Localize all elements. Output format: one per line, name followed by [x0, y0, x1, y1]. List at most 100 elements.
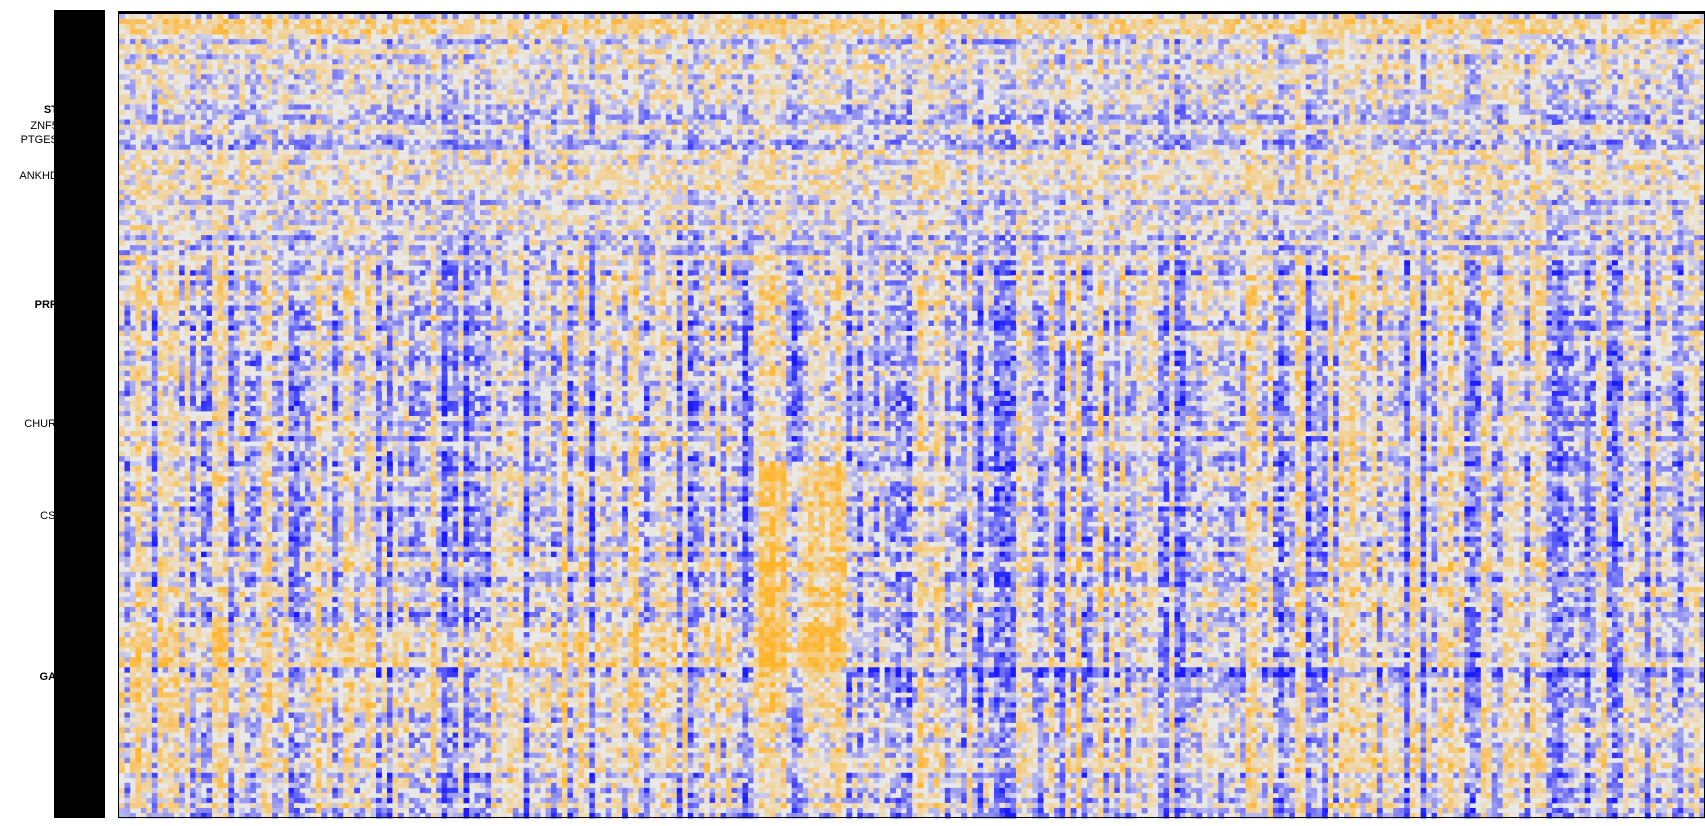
heatmap-cell: [190, 114, 196, 120]
heatmap-cell: [321, 139, 328, 146]
heatmap-cell: [179, 506, 186, 512]
heatmap-cell: [321, 516, 328, 522]
heatmap-cell: [135, 737, 142, 744]
heatmap-cell: [217, 812, 224, 819]
heatmap-cell: [315, 365, 322, 372]
heatmap-cell: [146, 491, 153, 497]
heatmap-cell: [124, 436, 131, 442]
heatmap-cell: [184, 370, 191, 377]
heatmap-cell: [206, 807, 213, 814]
heatmap-cell: [162, 727, 169, 733]
heatmap-cell: [151, 375, 158, 382]
heatmap-cell: [179, 169, 186, 176]
heatmap-cell: [222, 79, 229, 85]
heatmap-cell: [283, 340, 289, 347]
heatmap-cell: [321, 230, 328, 236]
heatmap-cell: [315, 431, 322, 437]
heatmap-cell: [135, 325, 142, 331]
heatmap-cell: [233, 662, 240, 668]
heatmap-cell: [201, 345, 207, 352]
heatmap-cell: [162, 390, 169, 397]
heatmap-cell: [233, 19, 240, 25]
heatmap-cell: [135, 642, 142, 648]
heatmap-cell: [146, 270, 153, 276]
heatmap-cell: [239, 109, 246, 115]
heatmap-cell: [304, 129, 311, 135]
heatmap-cell: [326, 737, 333, 744]
heatmap-cell: [239, 24, 246, 30]
heatmap-cell: [266, 149, 273, 156]
heatmap-cell: [157, 617, 164, 623]
heatmap-cell: [168, 215, 175, 221]
heatmap-cell: [211, 84, 218, 90]
heatmap-cell: [195, 179, 202, 186]
heatmap-cell: [283, 431, 289, 437]
heatmap-cell: [135, 400, 142, 407]
heatmap-cell: [272, 144, 278, 151]
heatmap-cell: [195, 260, 202, 266]
heatmap-cell: [146, 320, 153, 326]
heatmap-cell: [168, 677, 175, 683]
heatmap-cell: [195, 632, 202, 638]
heatmap-cell: [190, 204, 196, 211]
heatmap-cell: [168, 260, 175, 266]
heatmap-cell: [315, 199, 322, 206]
heatmap-cell: [179, 174, 186, 181]
heatmap-cell: [261, 762, 268, 769]
heatmap-cell: [266, 727, 273, 733]
heatmap-cell: [255, 611, 262, 618]
heatmap-cell: [151, 461, 158, 467]
heatmap-cell: [162, 606, 169, 613]
heatmap-cell: [299, 702, 306, 708]
heatmap-cell: [157, 245, 164, 251]
heatmap-cell: [179, 44, 186, 50]
heatmap-cell: [168, 19, 175, 25]
heatmap-cell: [315, 295, 322, 301]
heatmap-cell: [151, 330, 158, 337]
heatmap-cell: [217, 787, 224, 794]
heatmap-cell: [310, 516, 317, 522]
heatmap-cell: [179, 290, 186, 296]
heatmap-cell: [326, 114, 333, 120]
heatmap-cell: [217, 360, 224, 367]
heatmap-cell: [222, 446, 229, 452]
heatmap-cell: [244, 722, 251, 728]
heatmap-cell: [288, 792, 295, 799]
heatmap-cell: [135, 315, 142, 321]
heatmap-cell: [162, 325, 169, 331]
heatmap-cell: [304, 385, 311, 392]
heatmap-cell: [124, 431, 131, 437]
heatmap-cell: [179, 722, 186, 728]
heatmap-cell: [206, 255, 213, 261]
heatmap-cell: [129, 260, 136, 266]
heatmap-cell: [294, 114, 300, 120]
heatmap-cell: [266, 461, 273, 467]
heatmap-cell: [310, 79, 317, 85]
heatmap-cell: [217, 14, 224, 20]
heatmap-cell: [304, 637, 311, 643]
heatmap-cell: [239, 290, 246, 296]
heatmap-cell: [321, 270, 328, 276]
heatmap-cell: [272, 456, 278, 462]
heatmap-cell: [310, 471, 317, 477]
heatmap-cell: [119, 787, 125, 794]
heatmap-cell: [233, 491, 240, 497]
heatmap-cell: [124, 290, 131, 296]
heatmap-cell: [321, 345, 328, 352]
heatmap-cell: [304, 807, 311, 814]
heatmap-cell: [206, 742, 213, 749]
heatmap-cell: [250, 782, 257, 789]
heatmap-cell: [201, 225, 207, 231]
heatmap-cell: [288, 340, 295, 347]
heatmap-cell: [310, 265, 317, 271]
heatmap-cell: [321, 551, 328, 558]
heatmap-cell: [184, 305, 191, 311]
heatmap-cell: [157, 159, 164, 166]
heatmap-cell: [222, 225, 229, 231]
heatmap-cell: [233, 606, 240, 613]
heatmap-cell: [228, 426, 235, 432]
heatmap-cell: [299, 662, 306, 668]
heatmap-cell: [228, 611, 235, 618]
heatmap-cell: [135, 601, 142, 608]
heatmap-cell: [255, 280, 262, 286]
